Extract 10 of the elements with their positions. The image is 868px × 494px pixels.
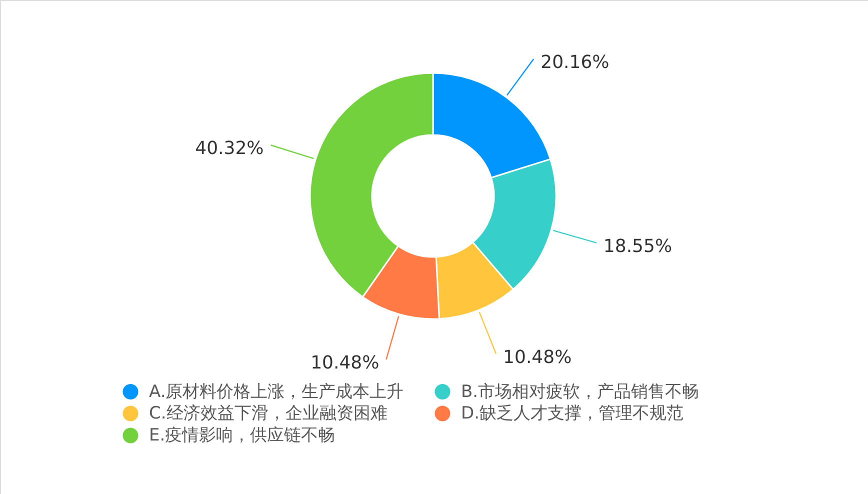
legend-label: E.疫情影响，供应链不畅 [149,426,336,446]
data-label: 40.32% [195,138,264,160]
data-label: 10.48% [503,346,572,368]
legend-label: B.市场相对疲软，产品销售不畅 [461,382,700,402]
data-label: 10.48% [310,352,380,374]
legend-label: C.经济效益下滑，企业融资困难 [149,404,388,424]
legend-label: A.原材料价格上涨，生产成本上升 [149,382,404,402]
legend-label: D.缺乏人才支撑，管理不规范 [461,404,684,424]
data-label: 18.55% [603,236,672,257]
data-label: 20.16% [540,52,610,73]
